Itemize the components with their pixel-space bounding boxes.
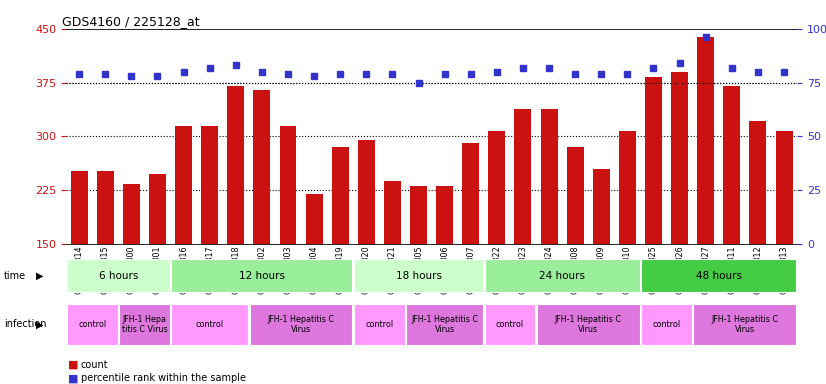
Text: JFH-1 Hepatitis C
Virus: JFH-1 Hepatitis C Virus	[711, 315, 778, 334]
Bar	[485, 259, 639, 292]
Bar	[71, 171, 88, 351]
Text: control: control	[365, 320, 393, 329]
Bar	[354, 259, 483, 292]
Text: control: control	[653, 320, 681, 329]
Bar	[149, 174, 166, 351]
Text: 18 hours: 18 hours	[396, 270, 442, 281]
Bar	[67, 304, 117, 345]
Text: count: count	[81, 360, 108, 370]
Bar	[306, 194, 323, 351]
Bar	[537, 304, 639, 345]
Bar	[749, 121, 767, 351]
Bar	[619, 131, 636, 351]
Text: 6 hours: 6 hours	[98, 270, 138, 281]
Bar	[436, 186, 453, 351]
Bar	[227, 86, 244, 351]
Text: ▶: ▶	[36, 271, 43, 281]
Bar	[593, 169, 610, 351]
Bar	[171, 304, 248, 345]
Bar	[567, 147, 584, 351]
Bar	[515, 109, 531, 351]
Bar	[67, 259, 169, 292]
Text: JFH-1 Hepa
titis C Virus: JFH-1 Hepa titis C Virus	[121, 315, 167, 334]
Bar	[279, 126, 297, 351]
Text: JFH-1 Hepatitis C
Virus: JFH-1 Hepatitis C Virus	[268, 315, 335, 334]
Bar	[249, 304, 353, 345]
Text: control: control	[496, 320, 524, 329]
Bar	[776, 131, 792, 351]
Bar	[540, 109, 558, 351]
Text: GDS4160 / 225128_at: GDS4160 / 225128_at	[63, 15, 200, 28]
Bar	[332, 147, 349, 351]
Bar	[694, 304, 796, 345]
Text: JFH-1 Hepatitis C
Virus: JFH-1 Hepatitis C Virus	[555, 315, 622, 334]
Bar	[254, 90, 270, 351]
Bar	[671, 72, 688, 351]
Bar	[123, 184, 140, 351]
Bar	[645, 77, 662, 351]
Bar	[485, 304, 535, 345]
Bar	[463, 144, 479, 351]
Bar	[175, 126, 192, 351]
Bar	[488, 131, 506, 351]
Text: time: time	[4, 271, 26, 281]
Bar	[641, 259, 796, 292]
Bar	[354, 304, 405, 345]
Bar	[171, 259, 353, 292]
Text: 48 hours: 48 hours	[695, 270, 742, 281]
Bar	[97, 171, 114, 351]
Bar	[724, 86, 740, 351]
Text: ■: ■	[68, 373, 78, 383]
Text: control: control	[196, 320, 224, 329]
Text: ▶: ▶	[36, 319, 43, 329]
Text: 12 hours: 12 hours	[239, 270, 285, 281]
Bar	[641, 304, 692, 345]
Bar	[384, 182, 401, 351]
Bar	[119, 304, 169, 345]
Text: control: control	[78, 320, 107, 329]
Bar	[410, 186, 427, 351]
Text: percentile rank within the sample: percentile rank within the sample	[81, 373, 246, 383]
Bar	[406, 304, 483, 345]
Bar	[358, 140, 375, 351]
Text: 24 hours: 24 hours	[539, 270, 585, 281]
Bar	[697, 37, 714, 351]
Text: ■: ■	[68, 360, 78, 370]
Text: infection: infection	[4, 319, 46, 329]
Bar	[202, 126, 218, 351]
Text: JFH-1 Hepatitis C
Virus: JFH-1 Hepatitis C Virus	[411, 315, 478, 334]
